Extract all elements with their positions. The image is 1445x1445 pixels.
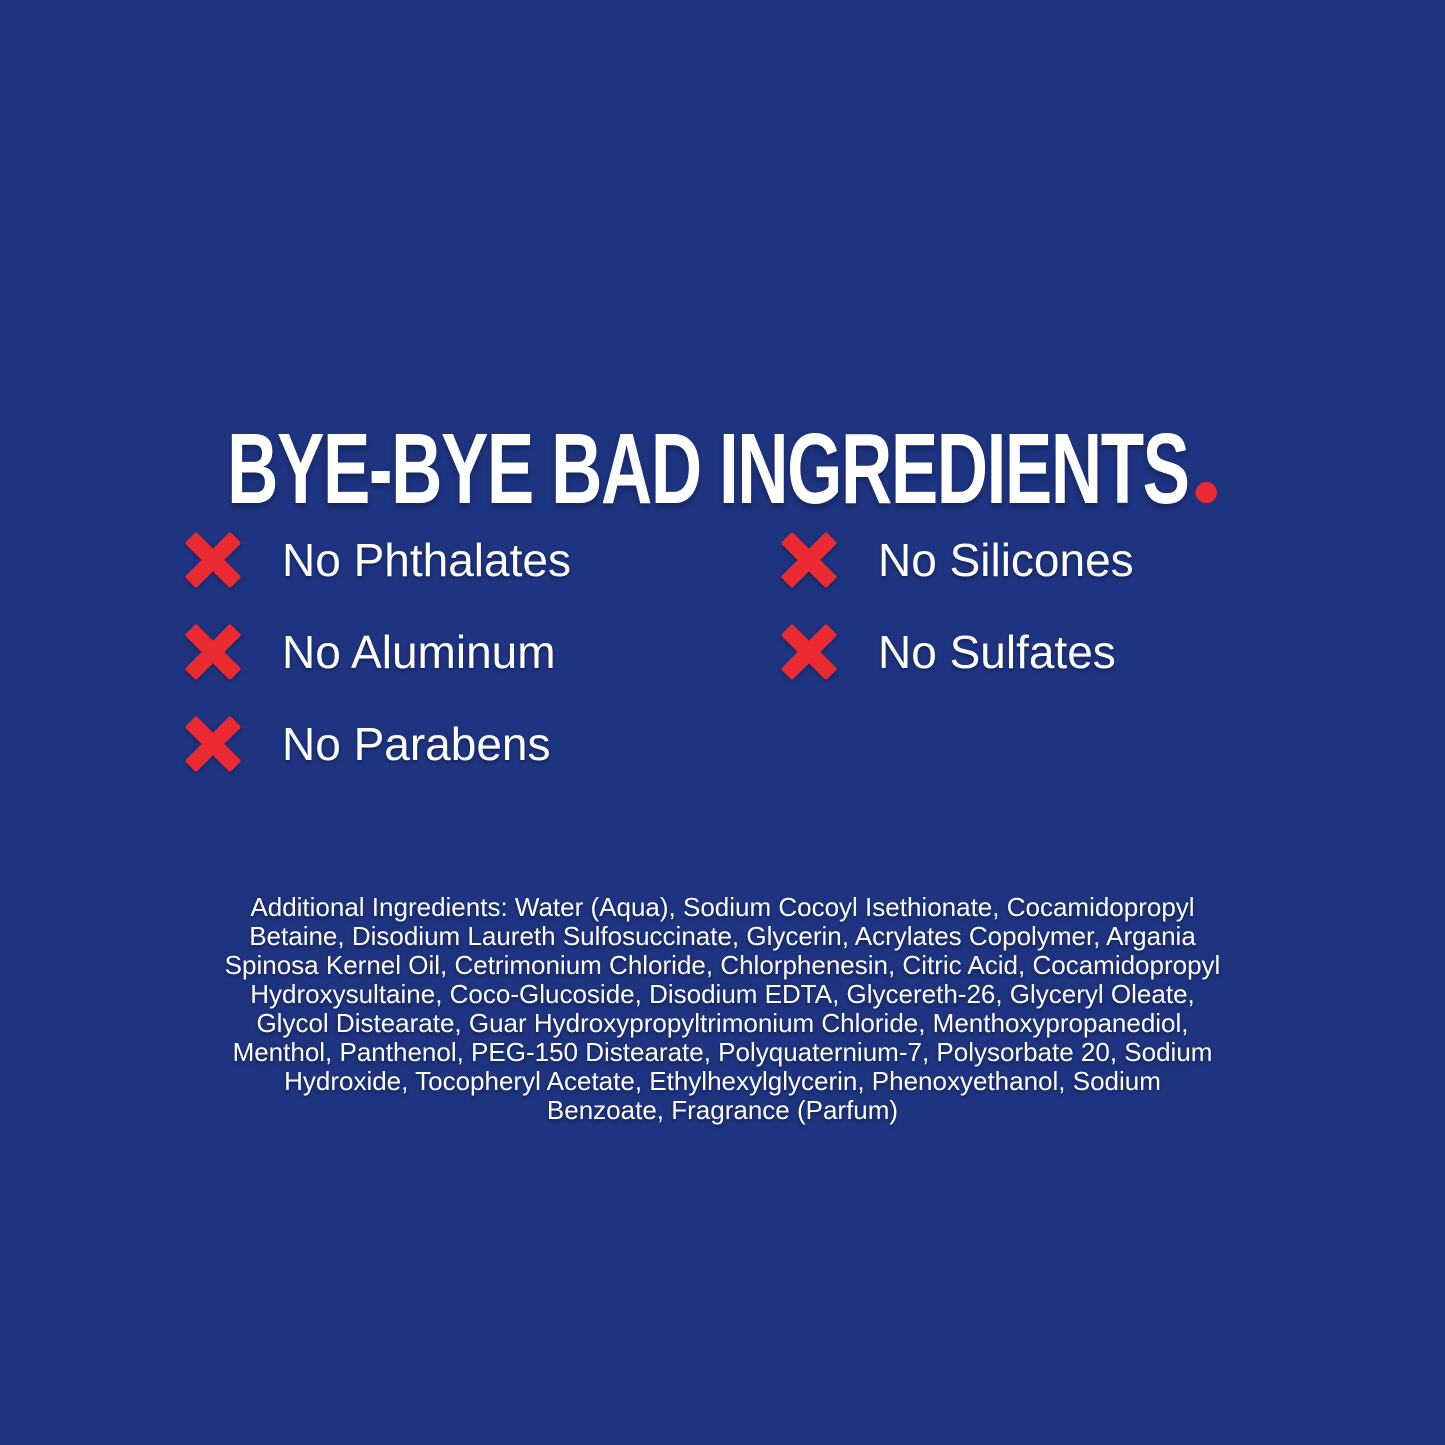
claim-item: No Sulfates xyxy=(780,623,1134,681)
heading-period-dot xyxy=(1196,482,1218,503)
ingredients-line: Hydroxysultaine, Coco-Glucoside, Disodiu… xyxy=(250,979,1195,1009)
claim-item: No Phthalates xyxy=(184,531,571,589)
ingredients-line: Hydroxide, Tocopheryl Acetate, Ethylhexy… xyxy=(284,1066,1161,1096)
ingredients-line: Menthol, Panthenol, PEG-150 Distearate, … xyxy=(232,1037,1213,1067)
ingredients-line: Benzoate, Fragrance (Parfum) xyxy=(546,1095,899,1125)
x-icon xyxy=(184,623,242,681)
ingredients-line: Additional Ingredients: Water (Aqua), So… xyxy=(250,892,1195,922)
claims-column-right: No Silicones No Sulfates xyxy=(780,531,1134,720)
ingredients-line: Betaine, Disodium Laureth Sulfosuccinate… xyxy=(249,921,1196,951)
ingredients-line: Glycol Distearate, Guar Hydroxypropyltri… xyxy=(256,1008,1189,1038)
claim-label: No Silicones xyxy=(878,534,1134,586)
claim-label: No Aluminum xyxy=(282,626,556,678)
page-title-text: BYE-BYE BAD INGREDIENTS xyxy=(227,413,1191,525)
claim-label: No Phthalates xyxy=(282,534,571,586)
x-icon xyxy=(184,715,242,773)
x-icon xyxy=(184,531,242,589)
ingredients-section: Additional Ingredients: Water (Aqua), So… xyxy=(0,893,1445,1125)
claim-item: No Aluminum xyxy=(184,623,571,681)
claim-label: No Parabens xyxy=(282,718,551,770)
claim-label: No Sulfates xyxy=(878,626,1116,678)
page-title: BYE-BYE BAD INGREDIENTS xyxy=(228,419,1218,519)
heading-section: BYE-BYE BAD INGREDIENTS xyxy=(0,352,1445,586)
x-icon xyxy=(780,531,838,589)
ingredients-line: Spinosa Kernel Oil, Cetrimonium Chloride… xyxy=(224,950,1221,980)
claim-item: No Parabens xyxy=(184,715,571,773)
claims-column-left: No Phthalates No Aluminum No Parabens xyxy=(184,531,571,812)
claim-item: No Silicones xyxy=(780,531,1134,589)
x-icon xyxy=(780,623,838,681)
